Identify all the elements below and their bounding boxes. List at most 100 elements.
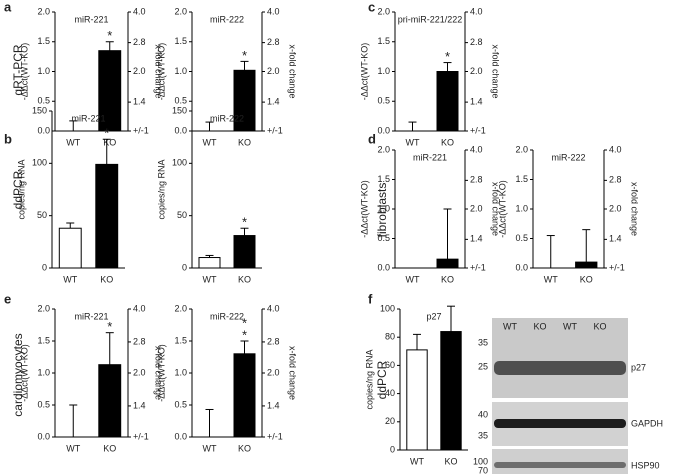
y-tick-label: 60: [385, 360, 395, 370]
y2-tick-label: +/-1: [267, 431, 283, 441]
y-tick-label: 1.5: [515, 174, 528, 184]
y-tick-label: 2.0: [37, 6, 50, 16]
y2-tick-label: 2.8: [133, 336, 146, 346]
panel-letter: b: [4, 131, 12, 146]
bar: [95, 163, 119, 269]
y-axis-label: -ΔΔct(WT-KO): [19, 43, 29, 101]
y2-tick-label: 2.0: [133, 367, 146, 377]
panel-letter: d: [368, 131, 376, 146]
y-tick-label: 80: [385, 332, 395, 342]
y-axis-label: -ΔΔct(WT-KO): [156, 344, 166, 402]
annotation: *: [242, 48, 247, 63]
y2-tick-label: 2.0: [267, 367, 280, 377]
y-tick-label: 0.0: [174, 431, 187, 441]
y2-tick-label: 1.4: [133, 96, 146, 106]
y2-axis-label: x-fold change: [154, 44, 164, 98]
y2-tick-label: 2.8: [267, 336, 280, 346]
y-axis-label: copies/ng RNA: [16, 159, 26, 219]
y-tick-label: 0.5: [515, 233, 528, 243]
y-tick-label: 1.0: [515, 203, 528, 213]
y2-tick-label: 4.0: [470, 144, 483, 154]
y2-tick-label: 2.8: [267, 37, 280, 47]
y-tick-label: 2.0: [174, 6, 187, 16]
x-tick-label: WT: [203, 137, 217, 147]
panel-letter: a: [4, 0, 12, 14]
y-tick-label: 0.5: [174, 96, 187, 106]
y-tick-label: 0.5: [377, 233, 390, 243]
y2-tick-label: +/-1: [133, 431, 149, 441]
row-label: cardiomyocytes: [11, 333, 25, 416]
y-tick-label: 0.5: [377, 96, 390, 106]
x-tick-label: WT: [410, 456, 424, 466]
x-tick-label: KO: [100, 274, 113, 284]
y-tick-label: 0.0: [377, 125, 390, 135]
y2-tick-label: 1.4: [470, 96, 483, 106]
blot: [492, 318, 628, 474]
y-axis-label: -ΔΔct(WT-KO): [359, 180, 369, 238]
x-tick-label: WT: [63, 274, 77, 284]
bar: [436, 258, 459, 269]
y-tick-label: 0: [182, 262, 187, 272]
chart-title: p27: [426, 311, 441, 321]
y-axis-label: -ΔΔct(WT-KO): [19, 344, 29, 402]
protein-label: HSP90: [631, 460, 660, 470]
row-label: qRT-PCR: [11, 44, 25, 95]
y-tick-label: 0: [390, 444, 395, 454]
bar: [233, 235, 256, 269]
band: [494, 419, 626, 428]
y2-tick-label: 4.0: [267, 6, 280, 16]
x-tick-label: KO: [238, 274, 251, 284]
y-tick-label: 1.5: [174, 335, 187, 345]
y2-tick-label: 1.4: [133, 400, 146, 410]
bar: [436, 71, 459, 132]
y2-tick-label: 2.8: [470, 37, 483, 47]
annotation: *: [104, 126, 109, 141]
y2-tick-label: 4.0: [609, 144, 622, 154]
y2-tick-label: +/-1: [267, 125, 283, 135]
y-tick-label: 50: [37, 210, 47, 220]
chart-title: miR-221: [74, 14, 108, 24]
marker-label: 35: [478, 430, 488, 440]
y-axis-label: copies/ng RNA: [156, 159, 166, 219]
x-tick-label: KO: [103, 137, 116, 147]
y2-tick-label: 2.8: [470, 175, 483, 185]
y2-tick-label: 4.0: [267, 303, 280, 313]
x-tick-label: KO: [238, 443, 251, 453]
bar: [233, 69, 256, 132]
marker-label: 100: [473, 456, 488, 466]
y2-tick-label: 2.8: [609, 175, 622, 185]
y2-tick-label: +/-1: [609, 262, 625, 272]
y2-tick-label: 1.4: [470, 234, 483, 244]
y-tick-label: 1.0: [174, 66, 187, 76]
bar: [233, 353, 256, 438]
x-tick-label: KO: [580, 274, 593, 284]
x-tick-label: WT: [203, 443, 217, 453]
bar: [575, 261, 598, 269]
y-tick-label: 0.0: [174, 125, 187, 135]
marker-label: 40: [478, 409, 488, 419]
bar: [98, 364, 122, 438]
y-tick-label: 150: [32, 105, 47, 115]
y2-tick-label: 2.8: [133, 37, 146, 47]
y2-tick-label: 4.0: [133, 6, 146, 16]
annotation: *: [107, 319, 112, 334]
x-tick-label: WT: [544, 274, 558, 284]
y-tick-label: 1.5: [37, 36, 50, 46]
band: [494, 462, 626, 468]
y2-axis-label: x-fold change: [288, 44, 298, 98]
x-tick-label: WT: [66, 443, 80, 453]
y-tick-label: 0.0: [37, 431, 50, 441]
y-tick-label: 1.0: [377, 66, 390, 76]
y-tick-label: 100: [380, 303, 395, 313]
x-tick-label: WT: [406, 274, 420, 284]
bar: [98, 50, 122, 132]
y-tick-label: 50: [177, 210, 187, 220]
y-tick-label: 2.0: [377, 6, 390, 16]
chart-title: miR-222: [210, 113, 244, 123]
x-tick-label: KO: [103, 443, 116, 453]
x-tick-label: WT: [203, 274, 217, 284]
chart-title: miR-222: [551, 152, 585, 162]
y-tick-label: 1.0: [377, 203, 390, 213]
chart-title: miR-221: [74, 311, 108, 321]
y-tick-label: 1.5: [174, 36, 187, 46]
